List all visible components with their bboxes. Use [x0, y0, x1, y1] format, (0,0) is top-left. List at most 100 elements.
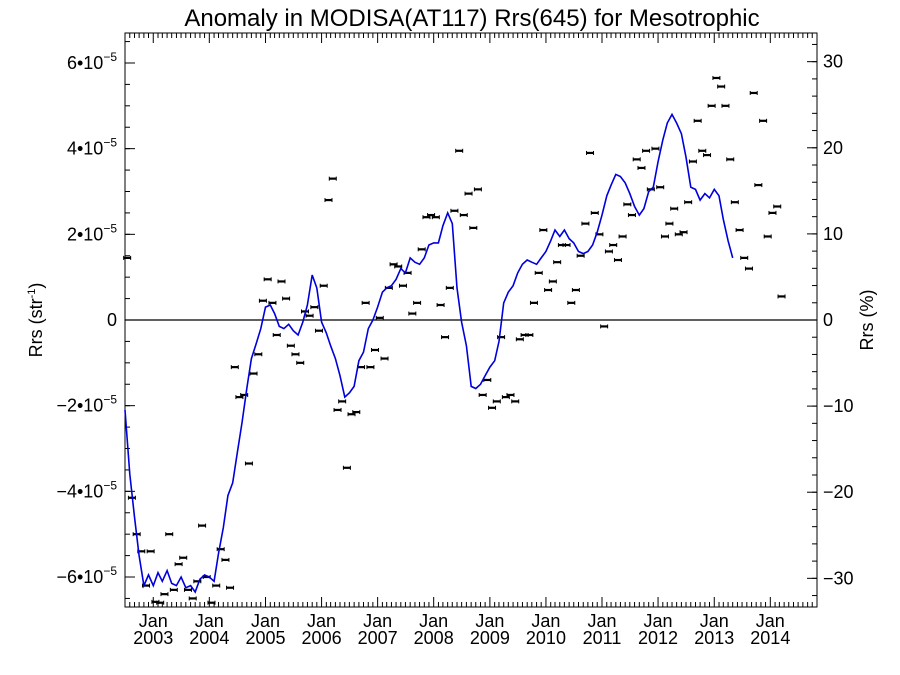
anomaly-point: [464, 191, 473, 196]
x-tick-year: 2006: [302, 628, 342, 648]
anomaly-point: [174, 562, 183, 567]
anomaly-points: [123, 75, 786, 605]
anomaly-point: [169, 587, 178, 592]
anomaly-point: [394, 264, 403, 269]
y-tick-label: 2•10−5: [67, 221, 117, 244]
x-tick-year: 2003: [133, 628, 173, 648]
anomaly-point: [717, 84, 726, 89]
x-tick-year: 2009: [470, 628, 510, 648]
anomaly-point: [156, 600, 165, 605]
anomaly-point: [277, 279, 286, 284]
anomaly-point: [576, 253, 585, 258]
y-axis-label: Rrs (str-1): [26, 283, 46, 358]
y-tick-label: 0: [107, 310, 117, 330]
anomaly-point: [613, 258, 622, 263]
x-tick-month: Jan: [700, 611, 729, 631]
x-tick-month: Jan: [363, 611, 392, 631]
anomaly-point: [459, 213, 468, 218]
x-tick-month: Jan: [419, 611, 448, 631]
y-tick-exponent: −5: [103, 221, 117, 235]
anomaly-point: [740, 255, 749, 260]
anomaly-point: [310, 305, 319, 310]
anomaly-point: [492, 399, 501, 404]
anomaly-point: [693, 118, 702, 123]
anomaly-point: [333, 407, 342, 412]
anomaly-point: [623, 202, 632, 207]
anomaly-point: [665, 221, 674, 226]
anomaly-point: [544, 288, 553, 293]
anomaly-point: [244, 461, 253, 466]
x-tick-month: Jan: [307, 611, 336, 631]
anomaly-point: [744, 266, 753, 271]
anomaly-point: [651, 146, 660, 151]
x-tick-year: 2014: [750, 628, 790, 648]
anomaly-point: [642, 148, 651, 153]
x-tick-month: Jan: [587, 611, 616, 631]
anomaly-point: [123, 255, 132, 260]
anomaly-point: [328, 176, 337, 181]
anomaly-point: [777, 294, 786, 299]
y-tick-mantissa: 4•10: [67, 139, 103, 159]
x-tick-year: 2008: [414, 628, 454, 648]
anomaly-point: [319, 283, 328, 288]
anomaly-point: [483, 377, 492, 382]
y-axis-label-main: Rrs (str: [26, 298, 46, 357]
anomaly-point: [529, 300, 538, 305]
y-axis-label-sup: -1: [26, 289, 38, 299]
anomaly-point: [296, 360, 305, 365]
x-tick-year: 2012: [638, 628, 678, 648]
anomaly-point: [553, 260, 562, 265]
anomaly-point: [684, 200, 693, 205]
anomaly-point: [562, 243, 571, 248]
anomaly-point: [609, 243, 618, 248]
y-tick-label: −4•10−5: [56, 478, 117, 501]
anomaly-point: [338, 399, 347, 404]
y2-tick-label: 0: [823, 310, 833, 330]
anomaly-point: [473, 187, 482, 192]
anomaly-point: [249, 371, 258, 376]
anomaly-point: [314, 328, 323, 333]
x-tick-year: 2004: [189, 628, 229, 648]
x-tick-year: 2005: [245, 628, 285, 648]
anomaly-point: [188, 596, 197, 601]
anomaly-point: [361, 300, 370, 305]
anomaly-point: [618, 234, 627, 239]
anomaly-point: [286, 343, 295, 348]
anomaly-point: [759, 118, 768, 123]
anomaly-point: [413, 300, 422, 305]
anomaly-point: [198, 523, 207, 528]
anomaly-point: [586, 150, 595, 155]
anomaly-point: [398, 283, 407, 288]
y-tick-exponent: −5: [103, 136, 117, 150]
anomaly-point: [226, 585, 235, 590]
anomaly-point: [221, 557, 230, 562]
x-tick-month: Jan: [475, 611, 504, 631]
anomaly-point: [488, 405, 497, 410]
y-axis-label-close: ): [26, 283, 46, 289]
y-tick-exponent: −5: [103, 478, 117, 492]
x-tick-month: Jan: [195, 611, 224, 631]
y-tick-mantissa: −2•10: [56, 396, 103, 416]
anomaly-point: [179, 555, 188, 560]
anomaly-point: [342, 465, 351, 470]
anomaly-point: [581, 221, 590, 226]
y-tick-mantissa: 2•10: [67, 224, 103, 244]
anomaly-point: [469, 225, 478, 230]
anomaly-point: [165, 532, 174, 537]
anomaly-point: [534, 270, 543, 275]
anomaly-point: [207, 600, 216, 605]
y-tick-label: −2•10−5: [56, 393, 117, 416]
anomaly-point: [749, 90, 758, 95]
anomaly-point: [160, 592, 169, 597]
anomaly-point: [627, 213, 636, 218]
y2-tick-label: 10: [823, 224, 843, 244]
y2-tick-label: −10: [823, 396, 854, 416]
anomaly-point: [571, 288, 580, 293]
x-tick-year: 2011: [583, 628, 622, 648]
anomaly-point: [567, 300, 576, 305]
anomaly-point: [656, 185, 665, 190]
anomaly-point: [660, 234, 669, 239]
y-tick-label: −6•10−5: [56, 564, 117, 587]
anomaly-point: [291, 352, 300, 357]
